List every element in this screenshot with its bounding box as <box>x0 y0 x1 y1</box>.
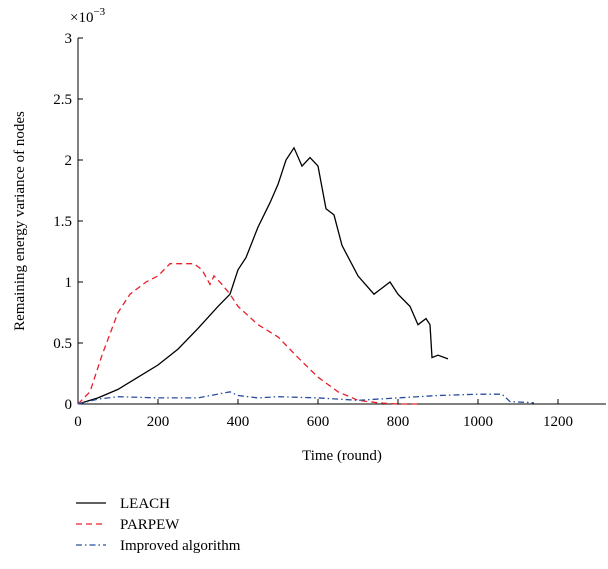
y-scale-base: ×10 <box>70 10 93 26</box>
y-tick-label: 0 <box>65 397 73 413</box>
y-tick-label: 0.5 <box>53 336 72 352</box>
y-tick-label: 1.5 <box>53 214 72 230</box>
y-tick-label: 2.5 <box>53 92 72 108</box>
legend-label: LEACH <box>120 496 170 512</box>
series-line <box>77 391 535 405</box>
legend-label: PARPEW <box>120 517 180 533</box>
y-scale-label: ×10−3 <box>70 6 106 26</box>
x-tick-label: 800 <box>387 414 410 430</box>
legend-label: Improved algorithm <box>120 538 241 554</box>
x-tick-label: 600 <box>307 414 330 430</box>
series-line <box>77 263 418 405</box>
x-tick-label: 0 <box>74 414 82 430</box>
series-line <box>77 146 449 405</box>
x-axis-label: Time (round) <box>302 448 382 464</box>
y-scale-exponent: −3 <box>93 6 105 18</box>
x-tick-label: 400 <box>227 414 250 430</box>
x-tick-label: 1200 <box>543 414 573 430</box>
y-axis-label: Remaining energy variance of nodes <box>12 111 28 331</box>
x-tick-label: 1000 <box>463 414 493 430</box>
y-tick-label: 3 <box>65 31 73 47</box>
x-tick-label: 200 <box>147 414 170 430</box>
y-tick-label: 1 <box>65 275 73 291</box>
y-tick-label: 2 <box>65 153 73 169</box>
